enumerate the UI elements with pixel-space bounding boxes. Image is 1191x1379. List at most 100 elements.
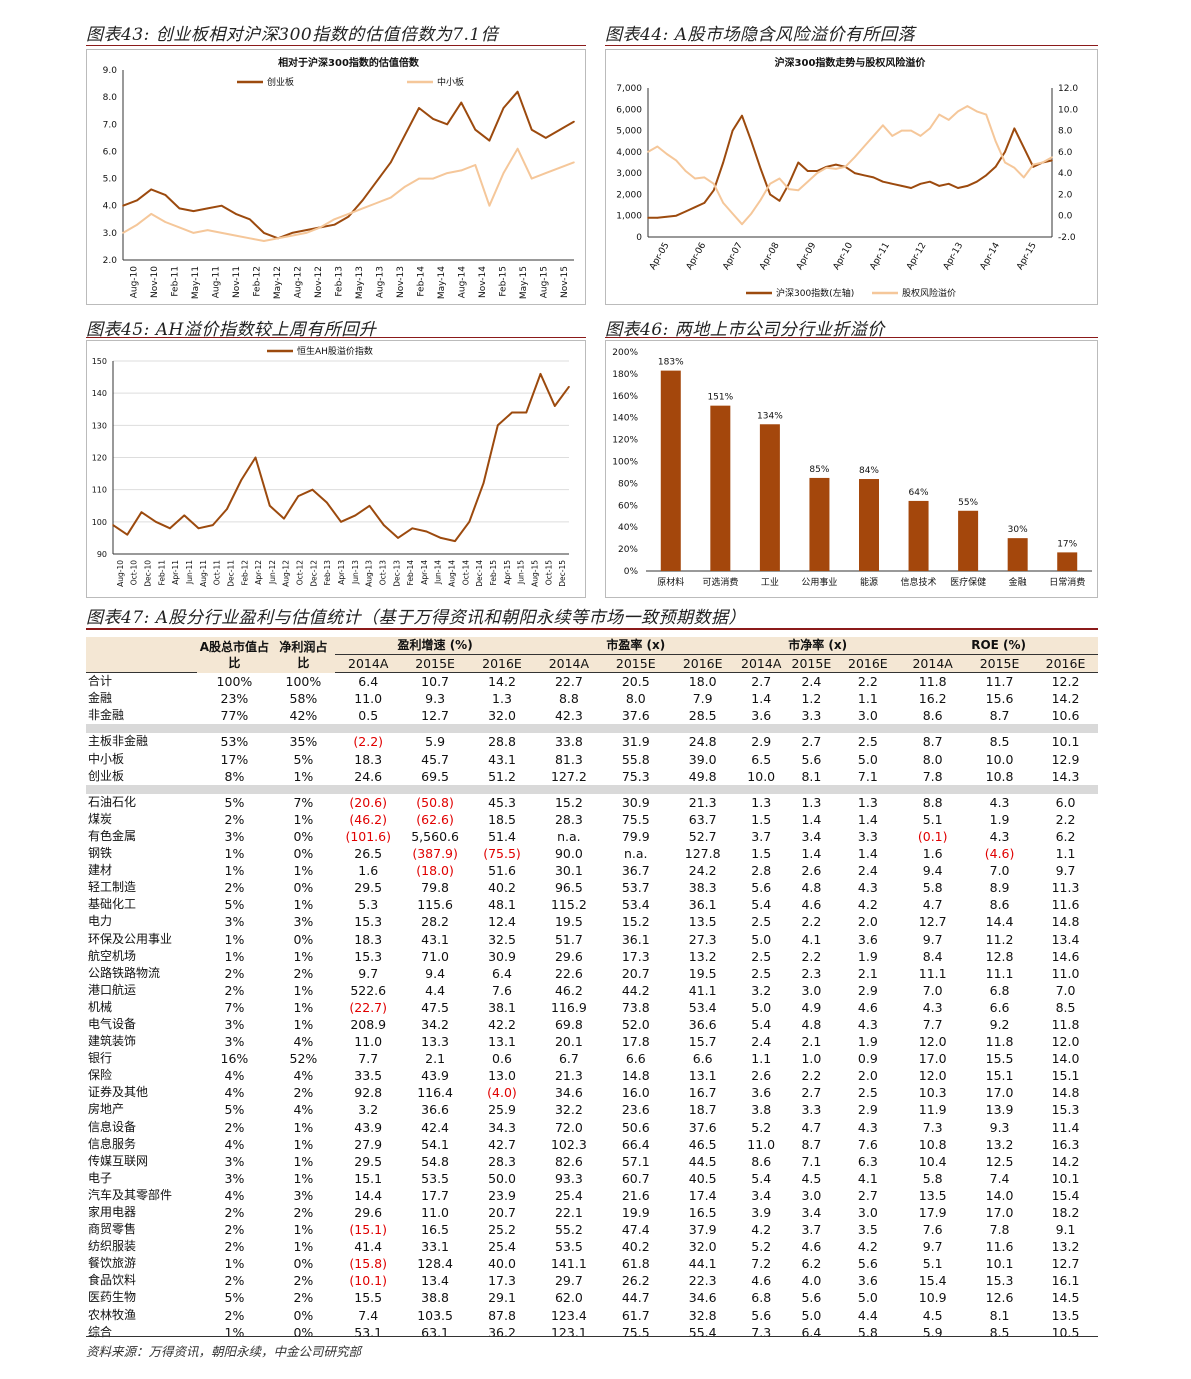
header-year: 2014A [334,654,402,674]
table-cell: 1.9 [857,948,878,964]
bar-value-label: 55% [958,498,978,508]
data-point [684,210,687,213]
table-cell: 12.0 [918,1068,947,1084]
table-cell: 37.6 [621,708,650,724]
table-cell: 79.9 [621,828,650,844]
table-cell: 12.2 [1051,674,1080,690]
table-cell: 13.1 [688,1068,717,1084]
data-point [938,185,941,187]
table-cell: 3.6 [751,1085,772,1101]
caption-fig46: 图表46: 两地上市公司分行业折溢价 [605,320,885,340]
data-point [254,456,257,459]
table-cell: 8.5 [989,1324,1010,1340]
data-point [919,135,922,137]
table-cell: 2.2 [801,914,822,930]
header-year: 2015E [966,654,1034,674]
x-tick-label: Nov-12 [314,266,324,298]
table-cell: 90.0 [554,846,583,862]
table-cell: 3.4 [801,1205,822,1220]
table-cell: 1.5 [751,811,772,827]
table-cell: 14.2 [488,674,516,690]
table-cell: 0.5 [358,708,379,724]
row-label: 家用电器 [88,1205,137,1219]
data-point [712,182,715,185]
table-cell: 36.1 [688,897,717,913]
data-point [418,177,420,180]
data-point [389,161,392,164]
table-cell: 4.1 [857,1170,878,1186]
row-label: 航空机场 [88,948,137,963]
x-tick-label: Apr-13 [337,560,346,585]
table-cell: 4.1 [801,931,822,947]
table-cell: 15.2 [554,794,583,810]
y-tick-label: 5.0 [103,175,118,185]
table-cell: 5.4 [751,897,772,913]
caption-rule-fig47 [86,628,1098,630]
data-point [122,232,124,234]
table-cell: 1% [293,1016,314,1032]
data-point [722,161,724,164]
table-cell: 2% [293,965,314,981]
table-cell: 29.1 [488,1290,516,1306]
table-cell: 24.6 [354,768,383,784]
table-cell: 5% [224,1102,245,1118]
row-label: 金融 [88,691,113,706]
header-year: 2014A [535,654,603,674]
header-roe: ROE (%) [899,637,1098,656]
source-note: 资料来源：万得资讯，朝阳永续，中金公司研究部 [86,1344,362,1359]
table-cell: 8.1 [989,1307,1010,1323]
data-point [545,172,547,174]
table-cell: 4.7 [801,1119,822,1135]
table-cell: 2.5 [857,1085,878,1101]
table-cell: 2.3 [801,965,822,981]
table-row: 食品饮料 2% 2% (10.1) 13.4 17.3 29.7 26.2 22.3 4.6 4.0… [86,1272,1098,1289]
table-cell: 5,560.6 [411,828,459,844]
row-label: 传媒互联网 [88,1153,149,1168]
y-tick-label: 6,000 [616,105,642,115]
table-cell: 1.4 [801,811,822,827]
table-cell: 15.5 [985,1051,1014,1067]
table-cell: 11.6 [1051,897,1080,913]
x-tick-label: Apr-06 [685,241,709,272]
table-cell: 30.9 [621,794,650,810]
y-tick-label: 120% [612,436,638,446]
table-cell: 18.3 [354,931,383,947]
row-label: 汽车及其零部件 [88,1187,173,1202]
x-tick-label: Aug-13 [365,560,374,587]
x-tick-label: Feb-12 [240,560,249,586]
table-cell: 13.0 [488,1068,516,1084]
y-tick-label: 180% [612,370,638,380]
data-point [675,214,677,217]
table-cell: 9.4 [425,965,446,981]
table-cell: 115.2 [550,897,587,913]
table-cell: (75.5) [483,846,521,862]
table-cell: 7.1 [801,1153,822,1169]
x-tick-label: Apr-15 [503,560,512,585]
table-cell: 13.2 [688,948,717,964]
y-tick-label: 130 [92,421,107,430]
table-cell: 5.4 [751,1170,772,1186]
table-cell: 25.2 [488,1222,516,1238]
data-point [136,223,138,226]
category-label: 信息技术 [901,576,937,588]
row-label: 综合 [88,1324,113,1339]
table-cell: 14.0 [1051,1051,1080,1067]
table-cell: 3.6 [857,931,878,947]
y-tick-label: 1,000 [616,212,642,222]
table-cell: 30.9 [488,948,516,964]
row-label: 农林牧渔 [88,1307,137,1322]
table-cell: 53% [220,734,249,750]
table-cell: 1% [293,768,314,784]
series-line-1 [647,105,1053,226]
table-row: 金融 23% 58% 11.0 9.3 1.3 8.8 8.0 7.9 1.4 1.2 1.1 16.2… [86,690,1098,707]
table-cell: 4.4 [425,982,446,998]
x-tick-label: Dec-12 [309,560,318,587]
x-tick-label: Jun-13 [351,560,360,585]
data-point [220,232,223,234]
table-cell: 8.9 [989,880,1010,896]
table-cell: 4.2 [751,1222,772,1238]
table-cell: 11.0 [421,1205,450,1220]
data-point [559,166,561,169]
data-point [750,140,753,143]
table-cell: 1.1 [751,1051,772,1067]
